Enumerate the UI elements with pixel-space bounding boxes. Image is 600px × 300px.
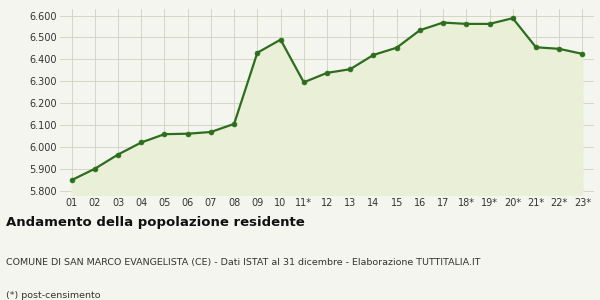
Text: Andamento della popolazione residente: Andamento della popolazione residente <box>6 216 305 229</box>
Text: COMUNE DI SAN MARCO EVANGELISTA (CE) - Dati ISTAT al 31 dicembre - Elaborazione : COMUNE DI SAN MARCO EVANGELISTA (CE) - D… <box>6 258 481 267</box>
Text: (*) post-censimento: (*) post-censimento <box>6 291 101 300</box>
